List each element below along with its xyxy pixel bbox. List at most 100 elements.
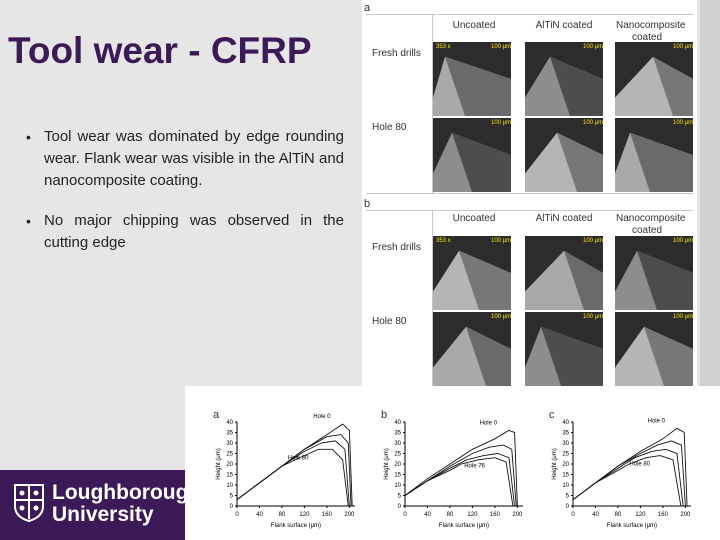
x-tick-label: 0 xyxy=(235,512,239,518)
column-header-uncoated: Uncoated xyxy=(452,20,496,31)
profile-series-line xyxy=(236,434,352,507)
sem-micrograph xyxy=(615,118,693,192)
sem-micrograph xyxy=(525,42,603,116)
sem-micrograph xyxy=(525,236,603,310)
y-axis-label: Height (μm) xyxy=(384,448,390,479)
series-annotation: Hole 0 xyxy=(313,414,331,420)
column-header-uncoated: Uncoated xyxy=(452,213,496,224)
y-tick-label: 30 xyxy=(394,441,401,447)
bullet-item: No major chipping was observed in the cu… xyxy=(22,210,344,254)
y-tick-label: 0 xyxy=(398,504,402,510)
x-axis-label: Flank surface (μm) xyxy=(439,523,489,529)
scale-bar-label: 100 μm xyxy=(491,44,512,50)
magnification-label: 353 x xyxy=(436,44,451,50)
x-tick-label: 160 xyxy=(658,512,669,518)
x-tick-label: 160 xyxy=(322,512,333,518)
y-tick-label: 40 xyxy=(226,420,233,426)
y-tick-label: 30 xyxy=(562,441,569,447)
y-tick-label: 20 xyxy=(226,462,233,468)
x-tick-label: 120 xyxy=(635,512,646,518)
scale-bar-label: 100 μm xyxy=(583,44,604,50)
column-header-altin: AlTiN coated xyxy=(535,20,593,31)
column-header-nanocomposite: Nanocomposite coated xyxy=(616,20,686,43)
y-tick-label: 30 xyxy=(226,441,233,447)
magnification-label: 353 x xyxy=(436,238,451,244)
series-annotation: Hole 80 xyxy=(629,462,650,468)
sem-micrograph xyxy=(433,312,511,386)
profile-series-line xyxy=(572,455,682,507)
x-tick-label: 200 xyxy=(344,512,355,518)
bullet-list: Tool wear was dominated by edge rounding… xyxy=(22,126,344,272)
right-edge-strip xyxy=(700,0,720,386)
y-tick-label: 5 xyxy=(230,494,234,500)
row-header-fresh: Fresh drills xyxy=(372,48,421,59)
y-tick-label: 35 xyxy=(394,431,401,437)
y-tick-label: 10 xyxy=(394,483,401,489)
x-tick-label: 200 xyxy=(680,512,691,518)
y-tick-label: 10 xyxy=(562,483,569,489)
series-annotation: Hole 80 xyxy=(288,455,309,461)
y-tick-label: 15 xyxy=(226,473,233,479)
x-tick-label: 40 xyxy=(256,512,263,518)
profile-series-line xyxy=(236,440,350,507)
x-tick-label: 80 xyxy=(447,512,454,518)
row-header-fresh: Fresh drills xyxy=(372,242,421,253)
profile-series-line xyxy=(236,423,353,507)
y-tick-label: 40 xyxy=(562,420,569,426)
y-axis-label: Height (μm) xyxy=(552,448,558,479)
x-axis-label: Flank surface (μm) xyxy=(271,523,321,529)
sem-micrograph xyxy=(615,312,693,386)
profile-series-line xyxy=(404,429,518,507)
row-header-hole80: Hole 80 xyxy=(372,122,407,133)
scale-bar-label: 100 μm xyxy=(491,314,512,320)
y-tick-label: 5 xyxy=(566,494,570,500)
sem-micrograph xyxy=(615,236,693,310)
y-tick-label: 5 xyxy=(398,494,402,500)
x-tick-label: 80 xyxy=(615,512,622,518)
scale-bar-label: 100 μm xyxy=(673,44,694,50)
y-tick-label: 25 xyxy=(226,452,233,458)
logo-line-2: University xyxy=(52,503,154,526)
y-tick-label: 40 xyxy=(394,420,401,426)
x-tick-label: 0 xyxy=(403,512,407,518)
panel-label-a: a xyxy=(364,2,371,14)
x-tick-label: 200 xyxy=(512,512,523,518)
sem-micrograph xyxy=(433,42,511,116)
sem-micrograph xyxy=(525,118,603,192)
y-tick-label: 0 xyxy=(566,504,570,510)
y-tick-label: 15 xyxy=(562,473,569,479)
x-tick-label: 0 xyxy=(571,512,575,518)
profile-series-line xyxy=(236,448,349,507)
university-crest-icon xyxy=(14,484,44,527)
x-tick-label: 40 xyxy=(592,512,599,518)
scale-bar-label: 100 μm xyxy=(673,314,694,320)
sem-figure-panel: a Uncoated AlTiN coated Nanocomposite co… xyxy=(362,0,697,390)
sem-micrograph xyxy=(433,236,511,310)
chart-panel-label: b xyxy=(381,409,387,421)
profile-series-line xyxy=(404,457,514,507)
scale-bar-label: 100 μm xyxy=(491,238,512,244)
series-annotation: Hole 76 xyxy=(464,464,485,470)
sem-micrograph xyxy=(525,312,603,386)
x-tick-label: 120 xyxy=(299,512,310,518)
y-tick-label: 20 xyxy=(562,462,569,468)
x-tick-label: 160 xyxy=(490,512,501,518)
height-profile-charts: a 0 5 10 15 20 25 30 35 40 0 40 80 120 160 200 Flank sur… xyxy=(185,386,720,540)
y-axis-label: Height (μm) xyxy=(216,448,222,479)
profile-series-line xyxy=(404,453,516,507)
y-tick-label: 0 xyxy=(230,504,234,510)
scale-bar-label: 100 μm xyxy=(673,238,694,244)
column-header-nanocomposite: Nanocomposite coated xyxy=(616,213,686,236)
sem-micrograph xyxy=(433,118,511,192)
chart-panel-label: a xyxy=(213,409,220,421)
y-tick-label: 35 xyxy=(562,431,569,437)
y-tick-label: 10 xyxy=(226,483,233,489)
x-tick-label: 40 xyxy=(424,512,431,518)
slide-title: Tool wear - CFRP xyxy=(8,30,312,71)
scale-bar-label: 100 μm xyxy=(583,238,604,244)
sem-micrograph xyxy=(615,42,693,116)
series-annotation: Hole 0 xyxy=(648,418,666,424)
row-header-hole80: Hole 80 xyxy=(372,316,407,327)
scale-bar-label: 100 μm xyxy=(673,120,694,126)
